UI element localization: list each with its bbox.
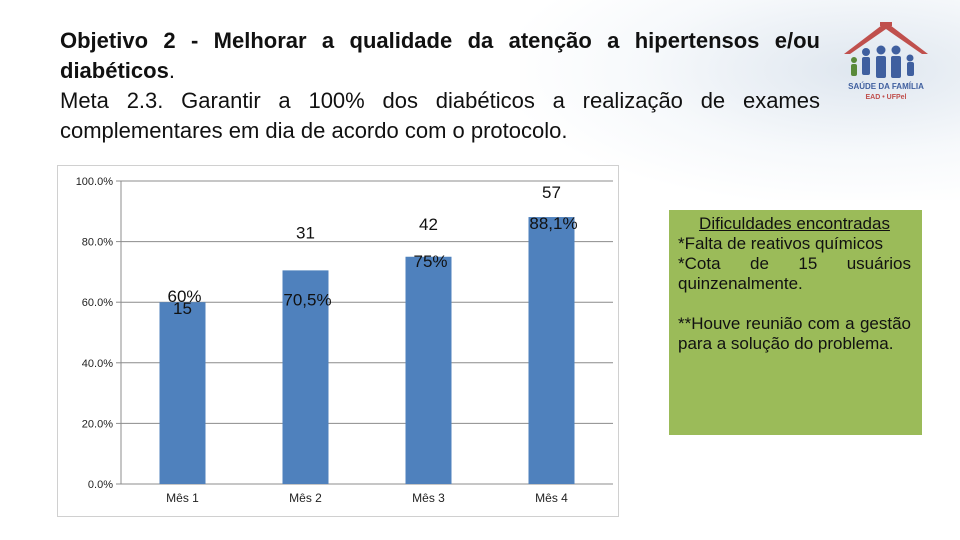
logo-line-2: EAD • UFPel xyxy=(866,94,907,101)
notes-item-1: *Falta de reativos químicos xyxy=(678,234,884,253)
bar xyxy=(159,302,206,484)
count-label: 15 xyxy=(173,299,192,318)
y-tick-label: 60.0% xyxy=(82,297,113,309)
bar-chart: 0.0% 20.0% 40.0% 60.0% 80.0% 100.0% Mês 1 60% 15… xyxy=(57,165,619,517)
logo-line-1: SAÚDE DA FAMÍLIA xyxy=(848,82,924,91)
count-label: 31 xyxy=(296,223,315,242)
family-house-logo-icon: SAÚDE DA FAMÍLIA EAD • UFPel xyxy=(844,22,928,101)
percent-label: 70,5% xyxy=(283,290,331,309)
percent-label: 75% xyxy=(413,252,447,271)
count-label: 42 xyxy=(419,215,438,234)
notes-item-3: **Houve reunião com a gestão para a solu… xyxy=(678,314,911,353)
x-tick-label: Mês 4 xyxy=(535,491,568,505)
bar xyxy=(528,217,575,484)
notes-title: Dificuldades encontradas xyxy=(699,214,890,233)
bar xyxy=(282,270,329,484)
notes-box: Dificuldades encontradas *Falta de reati… xyxy=(669,210,922,435)
y-tick-label: 0.0% xyxy=(88,479,113,491)
bar-chart-canvas: 0.0% 20.0% 40.0% 60.0% 80.0% 100.0% Mês 1 60%15… xyxy=(76,176,613,505)
y-tick-label: 40.0% xyxy=(82,358,113,370)
notes-item-2: *Cota de 15 usuários quinzenalmente. xyxy=(678,254,911,293)
x-tick-label: Mês 1 xyxy=(166,491,199,505)
percent-label: 60% xyxy=(167,287,201,306)
x-tick-label: Mês 2 xyxy=(289,491,322,505)
meta-text: Meta 2.3. Garantir a 100% dos diabéticos… xyxy=(60,88,820,143)
objective-end: . xyxy=(168,58,175,83)
y-tick-label: 20.0% xyxy=(82,418,113,430)
percent-label: 88,1% xyxy=(529,214,577,233)
slide-title: Objetivo 2 - Melhorar a qualidade da ate… xyxy=(60,26,820,146)
y-tick-label: 80.0% xyxy=(82,237,113,249)
x-tick-label: Mês 3 xyxy=(412,491,445,505)
y-tick-label: 100.0% xyxy=(76,176,114,188)
objective-text: Objetivo 2 - Melhorar a qualidade da ate… xyxy=(60,28,820,83)
count-label: 57 xyxy=(542,183,561,202)
bar xyxy=(405,256,452,484)
